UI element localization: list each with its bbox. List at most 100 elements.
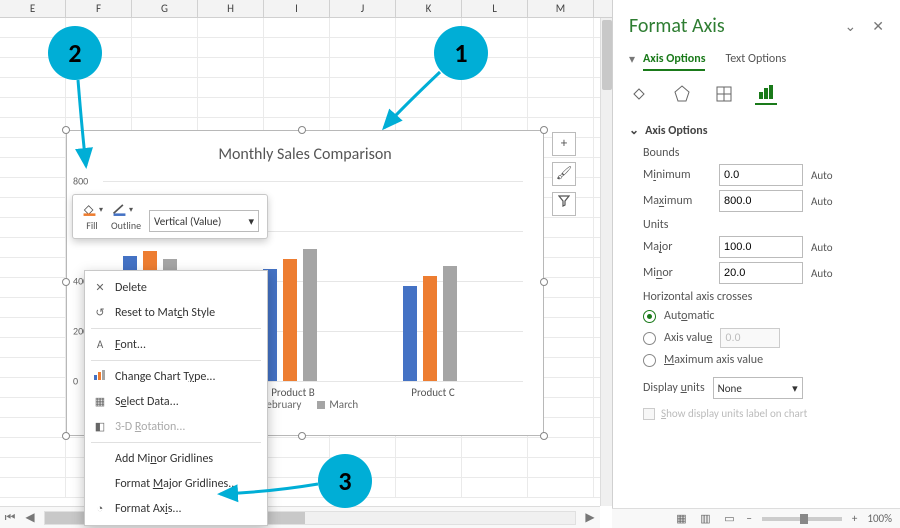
- panel-title: Format Axis: [629, 14, 725, 38]
- column-header[interactable]: E: [0, 0, 66, 17]
- panel-dropdown-icon[interactable]: ⌄: [845, 18, 857, 35]
- sheet-prev-icon[interactable]: ◀: [22, 510, 38, 526]
- column-header[interactable]: L: [462, 0, 528, 17]
- sheet-next-icon[interactable]: ▶: [582, 510, 598, 526]
- chart-handle[interactable]: [540, 432, 548, 440]
- axis-part-dropdown[interactable]: Vertical (Value)▾: [149, 210, 259, 232]
- effects-icon[interactable]: [671, 83, 693, 105]
- fill-line-icon[interactable]: [629, 83, 651, 105]
- legend-item[interactable]: March: [317, 398, 358, 411]
- display-units-select[interactable]: None▾: [713, 377, 803, 399]
- chart-filters-button[interactable]: [552, 192, 576, 216]
- chart-handle[interactable]: [62, 278, 70, 286]
- chart-bar[interactable]: [443, 266, 457, 381]
- ctx-font[interactable]: A Font...: [85, 332, 267, 357]
- chart-handle[interactable]: [540, 278, 548, 286]
- view-normal-icon[interactable]: ▦: [674, 512, 688, 526]
- select-data-icon: ▦: [91, 395, 109, 408]
- chart-bar[interactable]: [283, 259, 297, 382]
- ctx-format-major-gridlines[interactable]: Format Major Gridlines...: [85, 471, 267, 496]
- legend-swatch: [317, 401, 325, 409]
- tab-text-options[interactable]: Text Options: [725, 52, 786, 71]
- chart-handle[interactable]: [298, 126, 306, 134]
- checkbox-icon: [643, 408, 655, 420]
- ctx-reset[interactable]: ↺Reset to Match Style: [85, 300, 267, 325]
- column-header[interactable]: I: [264, 0, 330, 17]
- radio-automatic[interactable]: Automatic: [643, 309, 884, 323]
- major-input[interactable]: [719, 236, 803, 258]
- legend-label: March: [329, 398, 358, 411]
- view-break-icon[interactable]: ▭: [722, 512, 736, 526]
- size-properties-icon[interactable]: [713, 83, 735, 105]
- chart-styles-button[interactable]: 🖌: [552, 162, 576, 186]
- tab-axis-options[interactable]: Axis Options: [643, 52, 705, 71]
- zoom-in-icon[interactable]: +: [852, 512, 857, 525]
- maximum-label: Maximum: [643, 194, 711, 208]
- chart-handle[interactable]: [62, 432, 70, 440]
- column-header[interactable]: M: [528, 0, 594, 17]
- chart-handle[interactable]: [540, 126, 548, 134]
- zoom-value[interactable]: 100%: [867, 512, 892, 525]
- ctx-label: Format Major Gridlines...: [115, 477, 237, 491]
- section-label: Axis Options: [645, 124, 707, 138]
- major-auto: Auto: [811, 241, 833, 254]
- minimum-input[interactable]: [719, 164, 803, 186]
- section-axis-options[interactable]: ⌄ Axis Options: [629, 123, 884, 138]
- chart-handle[interactable]: [298, 432, 306, 440]
- view-layout-icon[interactable]: ▥: [698, 512, 712, 526]
- chart-bar[interactable]: [423, 276, 437, 381]
- chevron-down-icon: ⌄: [629, 123, 639, 138]
- column-header[interactable]: H: [198, 0, 264, 17]
- callout-3: 3: [318, 454, 372, 508]
- ctx-delete[interactable]: ✕Delete: [85, 275, 267, 300]
- outline-button[interactable]: ▾ Outline: [111, 201, 141, 232]
- chart-bar[interactable]: [403, 286, 417, 381]
- ctx-add-minor-gridlines[interactable]: Add Minor Gridlines: [85, 446, 267, 471]
- radio-max-axis-value[interactable]: Maximum axis value: [643, 353, 884, 367]
- minimum-label: Minimum: [643, 168, 711, 182]
- fill-button[interactable]: ▾ Fill: [81, 201, 103, 232]
- units-label: Units: [643, 218, 884, 232]
- context-menu: ✕Delete ↺Reset to Match Style A Font... C…: [84, 270, 268, 526]
- tab-dropdown-icon[interactable]: ▾: [629, 52, 635, 71]
- maximum-input[interactable]: [719, 190, 803, 212]
- y-axis-label: 0: [73, 375, 78, 388]
- font-icon: A: [91, 338, 109, 351]
- column-header[interactable]: K: [396, 0, 462, 17]
- callout-2: 2: [48, 26, 102, 80]
- chart-type-icon: [91, 369, 109, 384]
- column-header[interactable]: F: [66, 0, 132, 17]
- ctx-label: Font...: [115, 338, 146, 352]
- dropdown-value: Vertical (Value): [154, 215, 221, 228]
- sheet-first-icon[interactable]: ⏮: [2, 510, 18, 526]
- ctx-select-data[interactable]: ▦Select Data...: [85, 389, 267, 414]
- ctx-separator: [91, 328, 261, 329]
- ctx-separator: [91, 442, 261, 443]
- chart-elements-button[interactable]: +: [552, 132, 576, 156]
- ctx-format-axis[interactable]: ◔Format Axis...: [85, 496, 267, 521]
- v-scroll-thumb[interactable]: [602, 20, 612, 90]
- ctx-label: Change Chart Type...: [115, 370, 215, 384]
- ctx-label: 3-D Rotation...: [115, 420, 185, 434]
- zoom-knob[interactable]: [800, 514, 808, 524]
- minor-input[interactable]: [719, 262, 803, 284]
- chart-bar[interactable]: [303, 249, 317, 382]
- panel-icon-row: [629, 83, 884, 105]
- select-value: None: [718, 382, 742, 395]
- vertical-scrollbar[interactable]: [600, 18, 612, 506]
- panel-close-icon[interactable]: ✕: [872, 18, 884, 35]
- ctx-label: Add Minor Gridlines: [115, 452, 213, 466]
- chart-handle[interactable]: [62, 126, 70, 134]
- ctx-change-chart-type[interactable]: Change Chart Type...: [85, 364, 267, 389]
- radio-axis-value[interactable]: Axis value: [643, 328, 884, 348]
- mini-toolbar: ▾ Fill ▾ Outline Vertical (Value)▾: [72, 194, 268, 239]
- column-header[interactable]: J: [330, 0, 396, 17]
- chart-title: Monthly Sales Comparison: [67, 145, 543, 164]
- axis-options-icon[interactable]: [755, 83, 777, 105]
- panel-title-row: Format Axis ⌄ ✕: [629, 14, 884, 38]
- zoom-out-icon[interactable]: −: [746, 512, 751, 525]
- radio-icon: [643, 310, 656, 323]
- column-header[interactable]: G: [132, 0, 198, 17]
- minimum-auto: Auto: [811, 169, 833, 182]
- zoom-slider[interactable]: [762, 517, 842, 521]
